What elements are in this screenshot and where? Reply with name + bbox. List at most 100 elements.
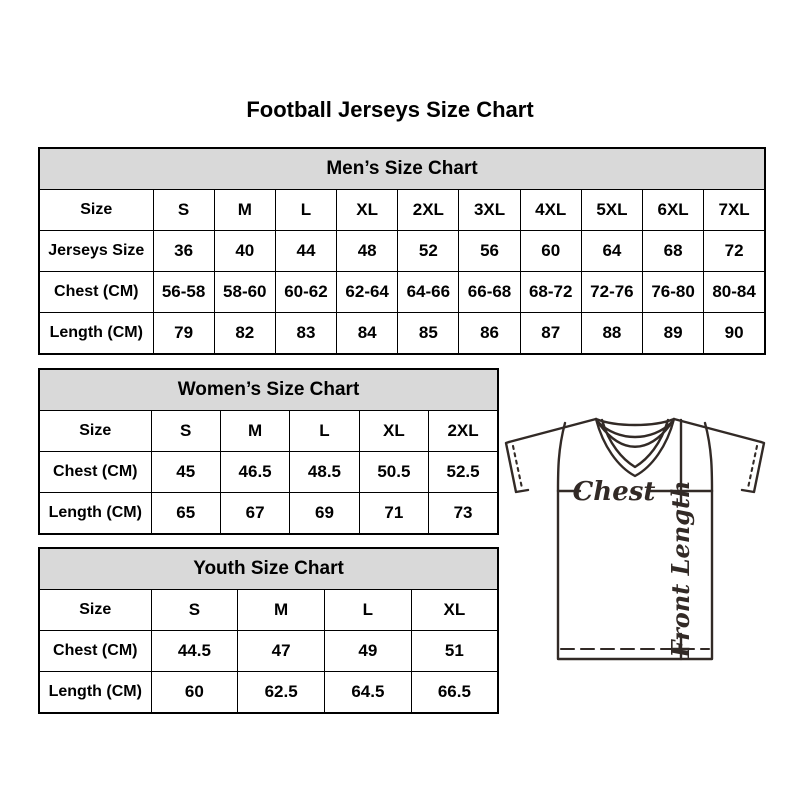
cell: 64.5 bbox=[324, 671, 412, 714]
cell: 46.5 bbox=[219, 451, 291, 493]
cell: 69 bbox=[289, 492, 360, 535]
cell: 5XL bbox=[580, 189, 644, 231]
cell: 56-58 bbox=[152, 271, 215, 313]
table-row: Chest (CM) 45 46.5 48.5 50.5 52.5 bbox=[38, 451, 499, 493]
cell: 62-64 bbox=[336, 271, 399, 313]
jersey-measurement-diagram: Chest Front Length bbox=[503, 411, 767, 669]
cell: 64 bbox=[580, 230, 644, 272]
row-label: Length (CM) bbox=[38, 312, 154, 355]
cell: 86 bbox=[458, 312, 521, 355]
table-row: Chest (CM) 56-58 58-60 60-62 62-64 64-66 66-68… bbox=[38, 271, 766, 313]
cell: 2XL bbox=[397, 189, 460, 231]
cell: 56 bbox=[458, 230, 521, 272]
cell: S bbox=[152, 189, 215, 231]
table-row: Size S M L XL 2XL bbox=[38, 410, 499, 452]
cell: 73 bbox=[428, 492, 499, 535]
cell: 88 bbox=[580, 312, 644, 355]
cell: 48.5 bbox=[289, 451, 360, 493]
table-row: Length (CM) 60 62.5 64.5 66.5 bbox=[38, 671, 499, 714]
cell: 80-84 bbox=[703, 271, 766, 313]
cell: 76-80 bbox=[641, 271, 705, 313]
cell: 71 bbox=[358, 492, 430, 535]
cell: M bbox=[213, 189, 276, 231]
cell: XL bbox=[410, 589, 499, 631]
cell: 4XL bbox=[519, 189, 582, 231]
cell: 3XL bbox=[458, 189, 521, 231]
row-label: Length (CM) bbox=[38, 492, 152, 535]
table-row: Length (CM) 79 82 83 84 85 86 87 88 89 90 bbox=[38, 312, 766, 355]
cell: 2XL bbox=[428, 410, 499, 452]
cell: 47 bbox=[237, 630, 325, 672]
row-label: Length (CM) bbox=[38, 671, 152, 714]
chest-label: Chest bbox=[573, 477, 656, 507]
cell: 48 bbox=[336, 230, 399, 272]
cell: S bbox=[150, 410, 221, 452]
womens-table-title: Women’s Size Chart bbox=[38, 368, 499, 411]
cell: 60 bbox=[519, 230, 582, 272]
row-label: Chest (CM) bbox=[38, 271, 154, 313]
cell: 7XL bbox=[703, 189, 766, 231]
cell: L bbox=[324, 589, 412, 631]
table-row: Chest (CM) 44.5 47 49 51 bbox=[38, 630, 499, 672]
jersey-outline bbox=[504, 417, 766, 661]
cell: 44 bbox=[274, 230, 338, 272]
cell: L bbox=[274, 189, 338, 231]
cell: 79 bbox=[152, 312, 215, 355]
cell: 68-72 bbox=[519, 271, 582, 313]
cell: 66.5 bbox=[410, 671, 499, 714]
cell: XL bbox=[358, 410, 430, 452]
cell: 90 bbox=[703, 312, 766, 355]
table-row: Size S M L XL 2XL 3XL 4XL 5XL 6XL 7XL bbox=[38, 189, 766, 231]
cell: 36 bbox=[152, 230, 215, 272]
cell: 6XL bbox=[641, 189, 705, 231]
page-title: Football Jerseys Size Chart bbox=[246, 97, 534, 122]
row-label: Chest (CM) bbox=[38, 630, 152, 672]
cell: 58-60 bbox=[213, 271, 276, 313]
table-row: Length (CM) 65 67 69 71 73 bbox=[38, 492, 499, 535]
youth-table-title: Youth Size Chart bbox=[38, 547, 499, 590]
cell: 49 bbox=[324, 630, 412, 672]
cell: 72 bbox=[703, 230, 766, 272]
cell: M bbox=[237, 589, 325, 631]
cell: 87 bbox=[519, 312, 582, 355]
table-row: Jerseys Size 36 40 44 48 52 56 60 64 68 72 bbox=[38, 230, 766, 272]
jersey-illustration: Chest Front Length bbox=[504, 417, 766, 661]
mens-size-table: Men’s Size Chart Size S M L XL 2XL 3XL 4XL 5XL 6XL… bbox=[38, 147, 766, 355]
cell: 51 bbox=[410, 630, 499, 672]
cell: M bbox=[219, 410, 291, 452]
cell: 83 bbox=[274, 312, 338, 355]
cell: 45 bbox=[150, 451, 221, 493]
cell: 84 bbox=[336, 312, 399, 355]
cell: 82 bbox=[213, 312, 276, 355]
row-label: Chest (CM) bbox=[38, 451, 152, 493]
cell: 68 bbox=[641, 230, 705, 272]
cell: 50.5 bbox=[358, 451, 430, 493]
cell: 85 bbox=[397, 312, 460, 355]
cell: XL bbox=[336, 189, 399, 231]
mens-table-title: Men’s Size Chart bbox=[38, 147, 766, 190]
row-label: Size bbox=[38, 189, 154, 231]
cell: 66-68 bbox=[458, 271, 521, 313]
cell: 60 bbox=[150, 671, 239, 714]
cell: 60-62 bbox=[274, 271, 338, 313]
cell: 52.5 bbox=[428, 451, 499, 493]
womens-size-table: Women’s Size Chart Size S M L XL 2XL Chest (CM)… bbox=[38, 368, 499, 535]
cell: S bbox=[150, 589, 239, 631]
cell: 65 bbox=[150, 492, 221, 535]
row-label: Jerseys Size bbox=[38, 230, 154, 272]
front-length-label: Front Length bbox=[666, 480, 695, 658]
cell: 44.5 bbox=[150, 630, 239, 672]
cell: 72-76 bbox=[580, 271, 644, 313]
youth-size-table: Youth Size Chart Size S M L XL Chest (CM) 44.5 4… bbox=[38, 547, 499, 714]
cell: 89 bbox=[641, 312, 705, 355]
cell: 40 bbox=[213, 230, 276, 272]
cell: 67 bbox=[219, 492, 291, 535]
row-label: Size bbox=[38, 589, 152, 631]
table-row: Size S M L XL bbox=[38, 589, 499, 631]
cell: 52 bbox=[397, 230, 460, 272]
cell: 64-66 bbox=[397, 271, 460, 313]
front-length-measure-line bbox=[671, 418, 691, 661]
cell: L bbox=[289, 410, 360, 452]
row-label: Size bbox=[38, 410, 152, 452]
cell: 62.5 bbox=[237, 671, 325, 714]
